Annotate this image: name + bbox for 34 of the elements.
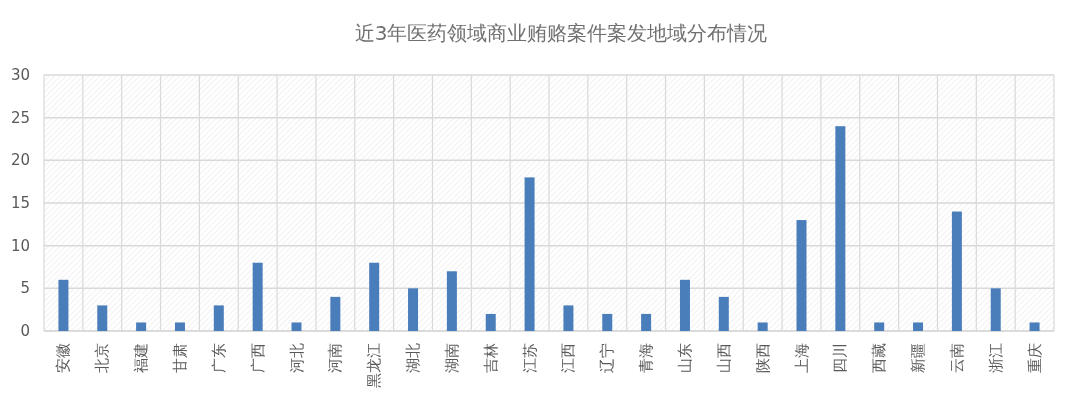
y-tick-label: 5 xyxy=(20,279,30,298)
y-tick-label: 30 xyxy=(10,66,30,84)
x-tick-label: 湖南 xyxy=(442,343,461,373)
x-tick-label: 广西 xyxy=(248,343,267,373)
x-tick-label: 新疆 xyxy=(909,343,928,373)
x-tick-label: 江西 xyxy=(559,343,578,373)
x-tick-label: 甘肃 xyxy=(170,343,189,373)
y-tick-label: 15 xyxy=(10,194,30,212)
x-tick-label: 河北 xyxy=(287,343,306,373)
x-tick-label: 黑龙江 xyxy=(365,343,384,388)
x-tick-label: 云南 xyxy=(947,343,966,373)
x-tick-label: 上海 xyxy=(792,343,811,373)
x-tick-label: 辽宁 xyxy=(598,343,617,373)
x-tick-label: 四川 xyxy=(831,343,850,373)
x-tick-label: 河南 xyxy=(326,343,345,373)
x-tick-label: 湖北 xyxy=(404,343,423,373)
x-tick-label: 北京 xyxy=(93,343,112,373)
y-tick-label: 0 xyxy=(20,322,30,340)
y-tick-label: 25 xyxy=(10,108,30,127)
x-tick-label: 山东 xyxy=(675,343,694,373)
x-tick-label: 青海 xyxy=(637,343,656,373)
x-tick-label: 广东 xyxy=(209,343,228,373)
x-tick-label: 重庆 xyxy=(1025,343,1044,373)
x-tick-label: 山西 xyxy=(714,343,733,373)
x-tick-label: 安徽 xyxy=(54,343,73,373)
x-tick-label: 吉林 xyxy=(481,343,500,373)
chart-title: 近3年医药领域商业贿赂案件案发地域分布情况 xyxy=(354,21,768,45)
x-tick-label: 浙江 xyxy=(986,343,1005,373)
x-tick-label: 福建 xyxy=(132,343,151,373)
y-tick-label: 20 xyxy=(10,151,30,170)
x-tick-label: 西藏 xyxy=(870,343,889,373)
x-tick-label: 江苏 xyxy=(520,343,539,373)
y-tick-label: 10 xyxy=(10,236,30,255)
x-tick-label: 陕西 xyxy=(753,343,772,373)
